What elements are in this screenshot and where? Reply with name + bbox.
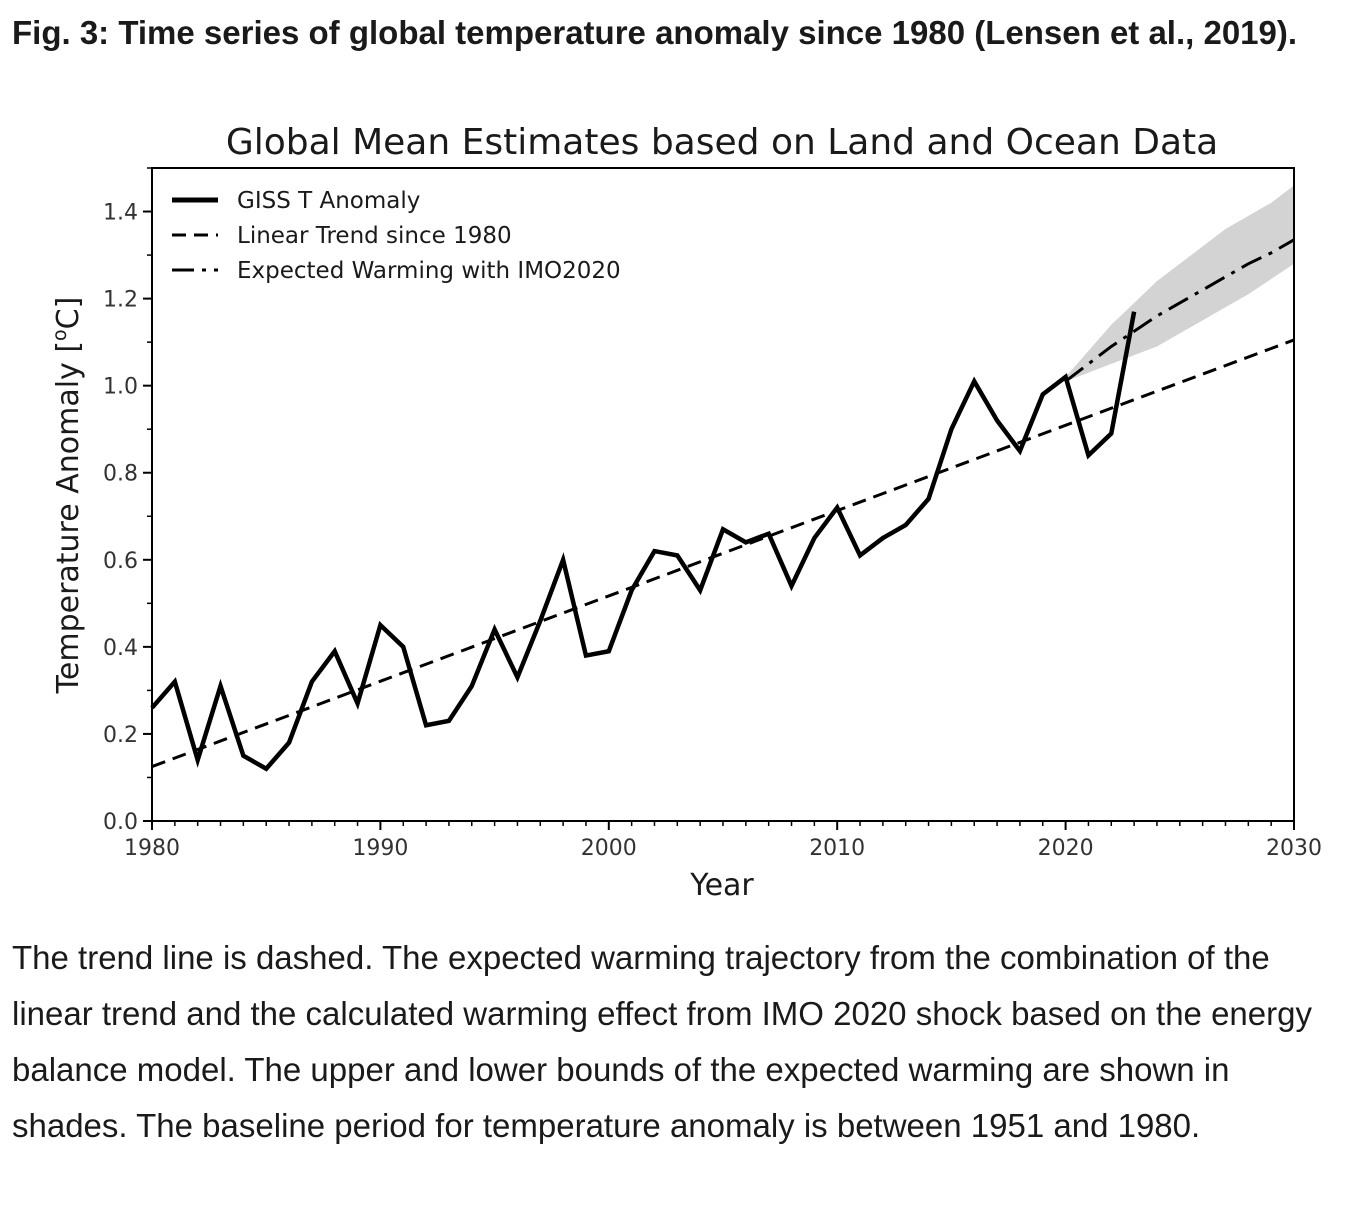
y-tick-label: 1.4	[103, 201, 138, 226]
series-line-solid	[150, 311, 1137, 772]
y-tick-label: 0.4	[103, 636, 138, 661]
expected-warming-band	[1065, 185, 1294, 382]
uncertainty-band-layer	[1065, 185, 1294, 382]
series-layer	[150, 238, 1295, 772]
figure-caption: The trend line is dashed. The expected w…	[12, 939, 1312, 1144]
x-tick-label: 2020	[1038, 836, 1094, 861]
y-tick-label: 1.2	[103, 288, 138, 313]
x-tick-label: 1980	[124, 836, 180, 861]
temperature-anomaly-chart: Global Mean Estimates based on Land and …	[49, 122, 1322, 903]
chart-title: Global Mean Estimates based on Land and …	[226, 122, 1218, 163]
y-tick-label: 0.8	[103, 462, 138, 487]
figure-title: Fig. 3: Time series of global temperatur…	[12, 14, 1298, 51]
x-tick-label: 2000	[581, 836, 637, 861]
y-tick-label: 0.6	[103, 549, 138, 574]
series-line-dashdot	[1064, 238, 1295, 383]
x-tick-label: 2030	[1266, 836, 1322, 861]
series-line-dashed	[151, 338, 1295, 768]
y-axis-label: Temperature Anomaly [oC]	[49, 297, 86, 695]
y-axis-label-superscript: o	[49, 329, 71, 341]
y-tick-label: 1.0	[103, 375, 138, 400]
legend-label: GISS T Anomaly	[237, 188, 420, 214]
y-tick-label: 0.0	[103, 810, 138, 835]
legend-label: Expected Warming with IMO2020	[237, 258, 621, 284]
y-axis: 0.0 0.2 0.4 0.6 0.8 1.0 1.2 1.4	[103, 167, 152, 835]
legend: GISS T Anomaly Linear Trend since 1980 Exp…	[172, 188, 621, 284]
x-axis: 1980 1990 2000 2010 2020 2030	[124, 821, 1322, 861]
chart-container: Global Mean Estimates based on Land and …	[0, 110, 1360, 910]
x-tick-label: 2010	[809, 836, 865, 861]
x-tick-label: 1990	[352, 836, 408, 861]
legend-label: Linear Trend since 1980	[237, 223, 512, 249]
y-tick-label: 0.2	[103, 723, 138, 748]
x-axis-label: Year	[689, 868, 754, 903]
